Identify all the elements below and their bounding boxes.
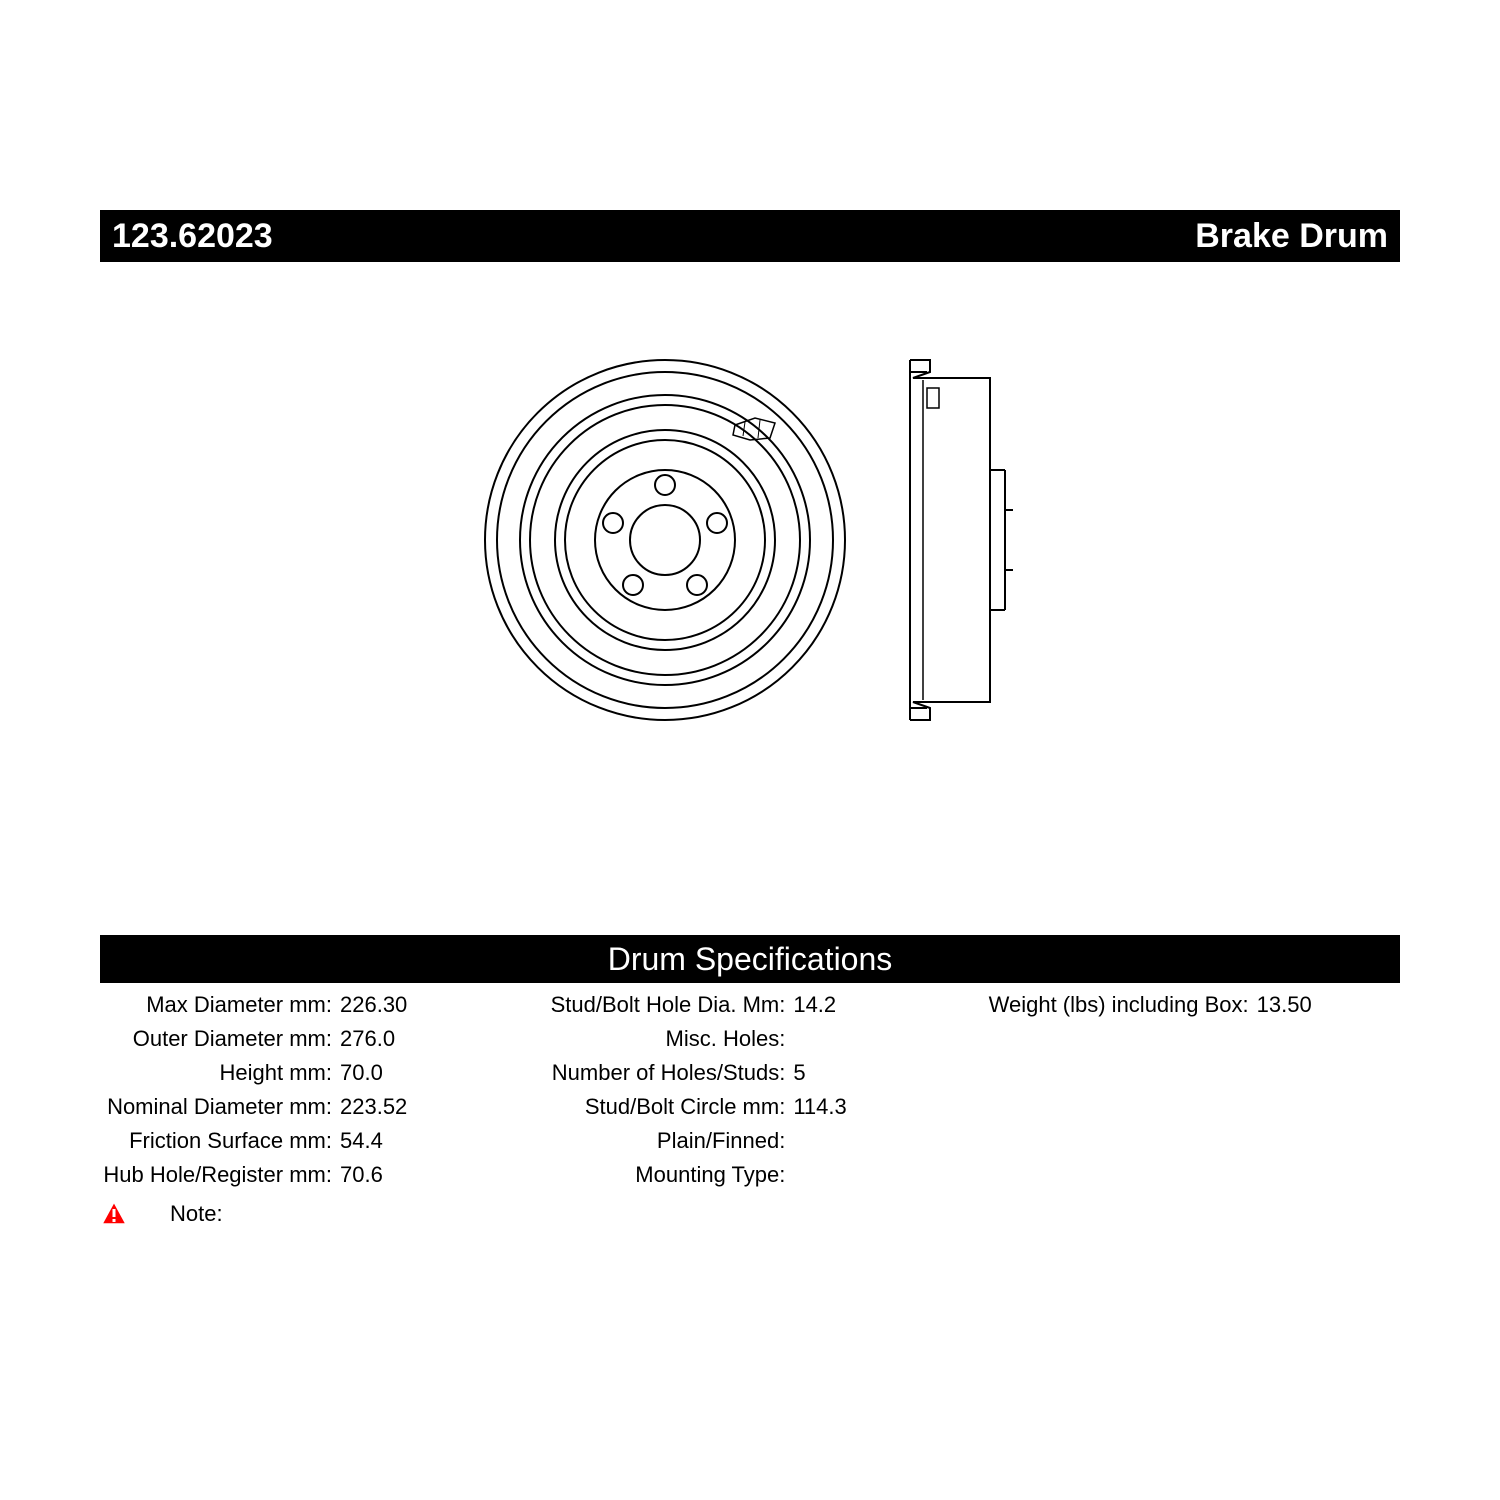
specs-title: Drum Specifications — [608, 941, 893, 978]
drum-side-view — [875, 350, 1025, 730]
drum-front-view — [475, 350, 855, 730]
spec-col-2: Stud/Bolt Hole Dia. Mm:14.2 Misc. Holes:… — [533, 992, 966, 1196]
spec-row: Plain/Finned: — [533, 1128, 966, 1162]
spec-col-1: Max Diameter mm:226.30 Outer Diameter mm… — [100, 992, 533, 1196]
header-bar: 123.62023 Brake Drum — [100, 210, 1400, 262]
spec-label: Weight (lbs) including Box: — [967, 992, 1257, 1018]
spec-label: Plain/Finned: — [533, 1128, 793, 1154]
spec-row: Weight (lbs) including Box:13.50 — [967, 992, 1400, 1026]
spec-value: 114.3 — [793, 1094, 846, 1120]
spec-label: Stud/Bolt Hole Dia. Mm: — [533, 992, 793, 1018]
spec-row: Max Diameter mm:226.30 — [100, 992, 533, 1026]
spec-label: Misc. Holes: — [533, 1026, 793, 1052]
spec-row: Stud/Bolt Hole Dia. Mm:14.2 — [533, 992, 966, 1026]
spec-value: 276.0 — [340, 1026, 395, 1052]
spec-row: Nominal Diameter mm:223.52 — [100, 1094, 533, 1128]
spec-value: 226.30 — [340, 992, 407, 1018]
spec-row: Stud/Bolt Circle mm:114.3 — [533, 1094, 966, 1128]
spec-label: Friction Surface mm: — [100, 1128, 340, 1154]
spec-value: 70.6 — [340, 1162, 383, 1188]
spec-label: Outer Diameter mm: — [100, 1026, 340, 1052]
spec-row: Misc. Holes: — [533, 1026, 966, 1060]
spec-label: Nominal Diameter mm: — [100, 1094, 340, 1120]
spec-value: 13.50 — [1257, 992, 1312, 1018]
spec-label: Number of Holes/Studs: — [533, 1060, 793, 1086]
spec-label: Max Diameter mm: — [100, 992, 340, 1018]
warning-icon — [100, 1200, 128, 1228]
part-number: 123.62023 — [112, 217, 273, 256]
spec-label: Hub Hole/Register mm: — [100, 1162, 340, 1188]
note-label: Note: — [170, 1201, 223, 1227]
specs-header: Drum Specifications — [100, 935, 1400, 983]
spec-row: Height mm:70.0 — [100, 1060, 533, 1094]
spec-row: Mounting Type: — [533, 1162, 966, 1196]
spec-value: 70.0 — [340, 1060, 383, 1086]
part-name: Brake Drum — [1195, 217, 1388, 256]
spec-value: 54.4 — [340, 1128, 383, 1154]
spec-row: Number of Holes/Studs:5 — [533, 1060, 966, 1094]
diagram-area — [100, 290, 1400, 790]
spec-value: 5 — [793, 1060, 805, 1086]
spec-row: Hub Hole/Register mm:70.6 — [100, 1162, 533, 1196]
note-row: Note: — [100, 1200, 235, 1228]
spec-label: Mounting Type: — [533, 1162, 793, 1188]
spec-label: Height mm: — [100, 1060, 340, 1086]
spec-value: 223.52 — [340, 1094, 407, 1120]
spec-value: 14.2 — [793, 992, 836, 1018]
spec-row: Outer Diameter mm:276.0 — [100, 1026, 533, 1060]
specs-grid: Max Diameter mm:226.30 Outer Diameter mm… — [100, 992, 1400, 1196]
spec-col-3: Weight (lbs) including Box:13.50 — [967, 992, 1400, 1196]
spec-row: Friction Surface mm:54.4 — [100, 1128, 533, 1162]
spec-label: Stud/Bolt Circle mm: — [533, 1094, 793, 1120]
